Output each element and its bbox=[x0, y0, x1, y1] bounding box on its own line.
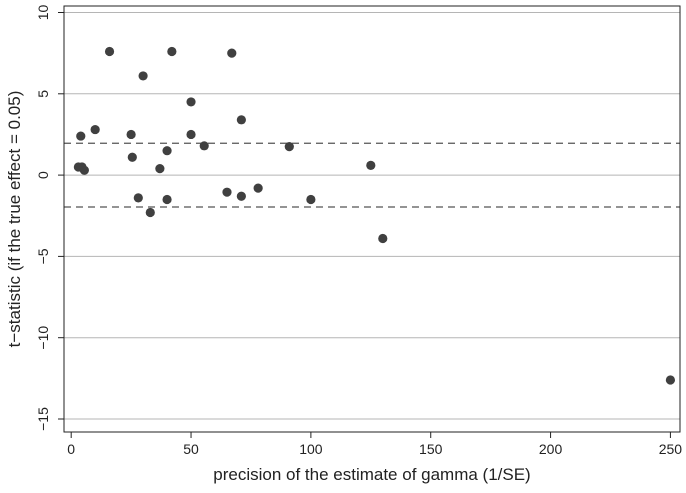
data-point bbox=[253, 183, 263, 193]
data-point bbox=[138, 71, 148, 81]
x-axis-title: precision of the estimate of gamma (1/SE… bbox=[213, 465, 530, 484]
x-tick-label: 150 bbox=[419, 441, 443, 457]
y-tick-label: 0 bbox=[35, 171, 51, 179]
data-point bbox=[162, 194, 172, 205]
x-tick-label: 200 bbox=[539, 441, 563, 457]
data-point bbox=[284, 142, 294, 152]
x-tick-label: 250 bbox=[659, 441, 683, 457]
data-point bbox=[186, 97, 196, 107]
data-point bbox=[162, 146, 172, 156]
gridlines bbox=[64, 12, 680, 420]
y-tick-label: 10 bbox=[35, 5, 51, 21]
data-point bbox=[79, 165, 89, 175]
data-point bbox=[155, 163, 165, 174]
plot-area-frame bbox=[63, 5, 681, 433]
y-tick-label: −10 bbox=[35, 326, 51, 350]
data-point bbox=[199, 141, 209, 151]
reference-lines bbox=[64, 142, 680, 208]
data-point bbox=[236, 115, 246, 125]
data-point bbox=[665, 375, 676, 385]
data-point bbox=[222, 187, 232, 197]
y-tick-label: −5 bbox=[35, 248, 51, 264]
data-point bbox=[76, 131, 86, 141]
data-point bbox=[227, 48, 237, 58]
data-point bbox=[90, 124, 100, 135]
data-point bbox=[127, 152, 137, 162]
data-point bbox=[378, 233, 388, 244]
y-axis-title: t−statistic (if the true effect = 0.05) bbox=[5, 91, 24, 348]
y-tick-label: 5 bbox=[35, 90, 51, 98]
data-point bbox=[133, 193, 143, 203]
data-point bbox=[145, 207, 155, 218]
data-point bbox=[104, 46, 115, 57]
data-point bbox=[126, 129, 136, 140]
y-tick-label: −15 bbox=[35, 407, 51, 431]
data-point bbox=[366, 160, 376, 170]
x-tick-label: 0 bbox=[67, 441, 75, 457]
x-axis-ticks: 0 50 100 150 200 250 bbox=[67, 432, 682, 457]
x-tick-label: 100 bbox=[299, 441, 323, 457]
data-point bbox=[306, 194, 316, 205]
x-tick-label: 50 bbox=[183, 441, 199, 457]
data-point bbox=[236, 191, 246, 201]
data-point bbox=[167, 46, 177, 57]
data-points bbox=[73, 46, 676, 385]
y-axis-ticks: 10 5 0 −5 −10 −15 bbox=[35, 5, 64, 431]
data-point bbox=[186, 129, 196, 140]
